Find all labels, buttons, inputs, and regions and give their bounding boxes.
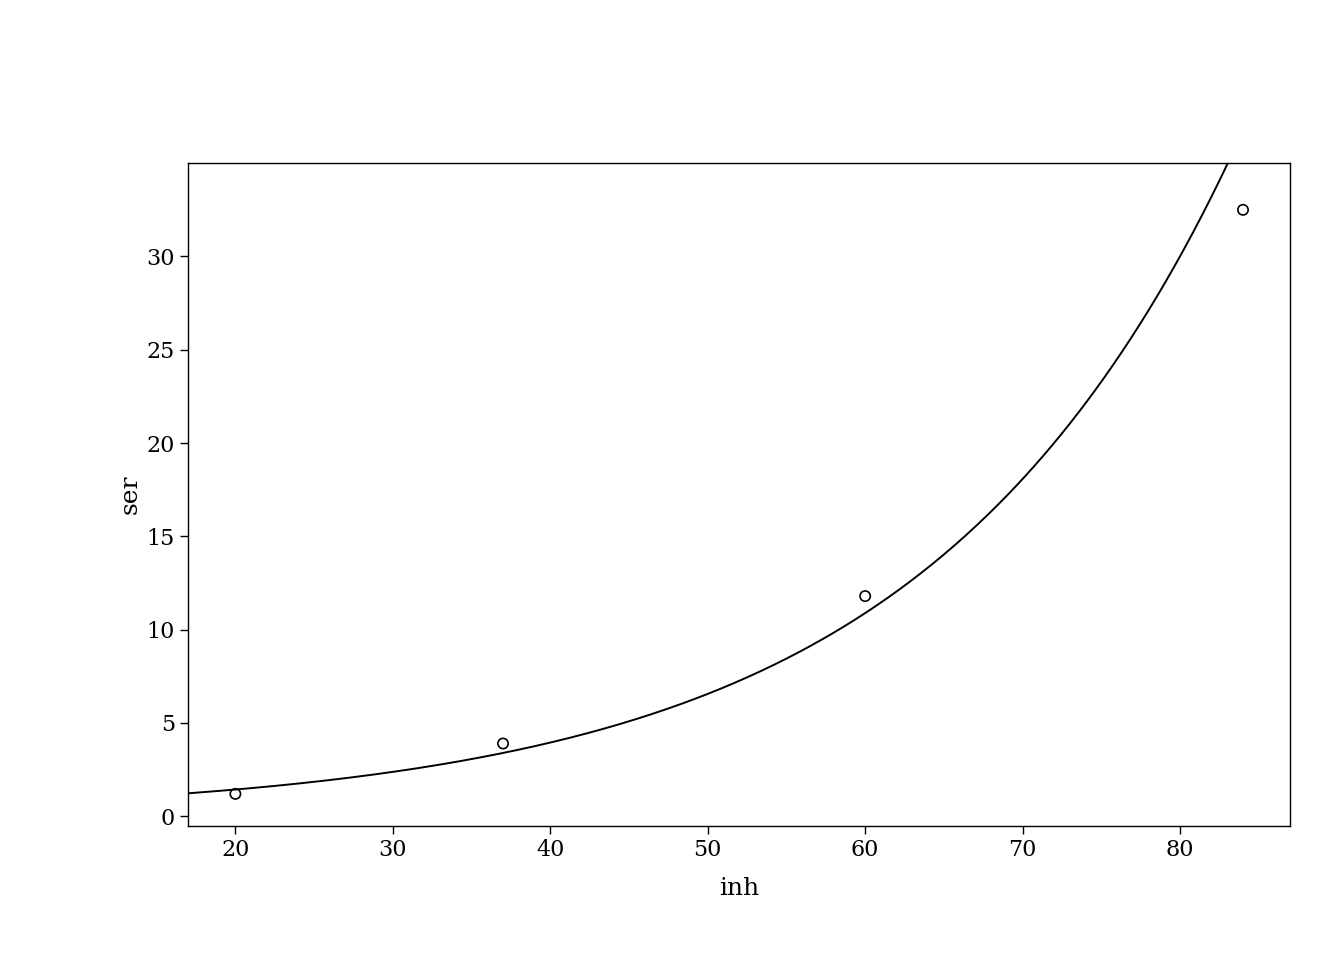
X-axis label: inh: inh	[719, 877, 759, 900]
Point	[224, 786, 246, 802]
Y-axis label: ser: ser	[118, 474, 141, 515]
Point	[492, 735, 513, 751]
Point	[855, 588, 876, 604]
Point	[1232, 203, 1254, 218]
